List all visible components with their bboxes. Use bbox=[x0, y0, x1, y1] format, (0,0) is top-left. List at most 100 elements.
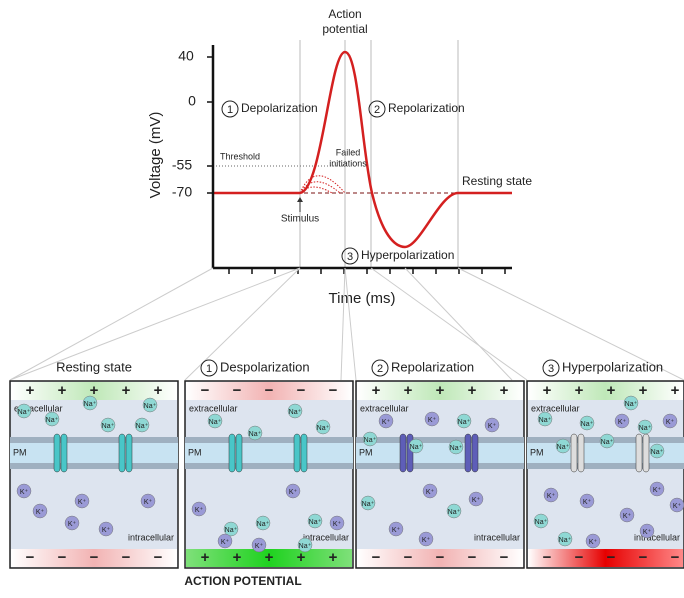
ion-label: Na⁺ bbox=[362, 501, 375, 508]
ion bbox=[360, 495, 376, 511]
ion-label: K⁺ bbox=[589, 539, 598, 546]
ion-label: K⁺ bbox=[195, 507, 204, 514]
panel-title: Repolarization bbox=[391, 359, 474, 374]
channel bbox=[60, 433, 68, 473]
ion bbox=[297, 537, 313, 553]
ion bbox=[388, 521, 404, 537]
channel bbox=[406, 433, 414, 473]
charge-sign: − bbox=[468, 549, 477, 566]
charge-sign: − bbox=[500, 549, 509, 566]
ion-label: K⁺ bbox=[20, 489, 29, 496]
ion-label: Na⁺ bbox=[601, 439, 614, 446]
channel bbox=[118, 433, 126, 473]
ion bbox=[285, 483, 301, 499]
ion bbox=[484, 417, 500, 433]
charge-sign: − bbox=[26, 549, 35, 566]
ion bbox=[599, 433, 615, 449]
ion-label: Na⁺ bbox=[289, 409, 302, 416]
ion-label: K⁺ bbox=[428, 417, 437, 424]
charge-sign: − bbox=[265, 382, 274, 399]
ion-label: K⁺ bbox=[666, 419, 675, 426]
region-label: intracellular bbox=[474, 532, 520, 542]
ion bbox=[456, 413, 472, 429]
charge-sign: − bbox=[607, 549, 616, 566]
charge-sign: + bbox=[154, 382, 163, 399]
y-tick-label: 40 bbox=[178, 48, 194, 64]
region-label: intracellular bbox=[303, 532, 349, 542]
charge-sign: − bbox=[58, 549, 67, 566]
annotation: Threshold bbox=[220, 151, 260, 161]
ion bbox=[16, 483, 32, 499]
ion bbox=[82, 395, 98, 411]
panel-bg bbox=[355, 380, 525, 569]
charge-sign: + bbox=[671, 382, 680, 399]
membrane-edge bbox=[10, 463, 178, 469]
ion bbox=[614, 413, 630, 429]
ion bbox=[662, 413, 678, 429]
pm-label: PM bbox=[359, 447, 373, 457]
ion-label: Na⁺ bbox=[225, 527, 238, 534]
charge-sign: − bbox=[122, 549, 131, 566]
ion-label: Na⁺ bbox=[249, 431, 262, 438]
ion bbox=[329, 515, 345, 531]
channel bbox=[300, 433, 308, 473]
charge-band bbox=[186, 382, 352, 400]
annotation: Failed bbox=[336, 147, 361, 157]
annotation: Stimulus bbox=[281, 214, 319, 225]
ion-label: Na⁺ bbox=[448, 509, 461, 516]
charge-sign: + bbox=[639, 382, 648, 399]
ion bbox=[16, 403, 32, 419]
ion bbox=[448, 439, 464, 455]
charge-sign: + bbox=[265, 549, 274, 566]
panel: 3 Hyperpolarization + − + − + − + − + − extracellula… bbox=[526, 359, 684, 569]
ion bbox=[207, 413, 223, 429]
ion bbox=[649, 481, 665, 497]
ion bbox=[32, 503, 48, 519]
ion bbox=[251, 537, 267, 553]
channel bbox=[399, 433, 407, 473]
charge-sign: + bbox=[58, 382, 67, 399]
ion-label: Na⁺ bbox=[364, 437, 377, 444]
charge-sign: + bbox=[26, 382, 35, 399]
channel bbox=[53, 433, 61, 473]
ion bbox=[537, 411, 553, 427]
charge-sign: + bbox=[372, 382, 381, 399]
ion-label: Na⁺ bbox=[257, 521, 270, 528]
channel bbox=[577, 433, 585, 473]
ion bbox=[555, 438, 571, 454]
charge-sign: + bbox=[122, 382, 131, 399]
ion-label: K⁺ bbox=[144, 499, 153, 506]
ion-label: Na⁺ bbox=[18, 409, 31, 416]
charge-sign: − bbox=[671, 549, 680, 566]
phase-label: Depolarization bbox=[241, 101, 318, 115]
channel bbox=[125, 433, 133, 473]
charge-sign: − bbox=[372, 549, 381, 566]
ion bbox=[64, 515, 80, 531]
membrane-edge bbox=[356, 437, 524, 443]
ion-label: K⁺ bbox=[68, 521, 77, 528]
ion-label: Na⁺ bbox=[639, 425, 652, 432]
ion-label: Na⁺ bbox=[410, 444, 423, 451]
ion-label: K⁺ bbox=[289, 489, 298, 496]
annotation: potential bbox=[322, 22, 367, 36]
ion bbox=[315, 419, 331, 435]
ion bbox=[649, 443, 665, 459]
channel bbox=[570, 433, 578, 473]
panel: Resting state + − + − + − + − + − extracellular intr… bbox=[9, 359, 179, 569]
membrane-edge bbox=[527, 463, 684, 469]
ion bbox=[637, 419, 653, 435]
ion-label: K⁺ bbox=[618, 419, 627, 426]
ion-label: K⁺ bbox=[643, 529, 652, 536]
charge-sign: + bbox=[297, 549, 306, 566]
ion-label: Na⁺ bbox=[539, 417, 552, 424]
charge-band bbox=[357, 382, 523, 400]
channel bbox=[228, 433, 236, 473]
charge-sign: + bbox=[543, 382, 552, 399]
charge-sign: + bbox=[233, 549, 242, 566]
charge-sign: + bbox=[500, 382, 509, 399]
ion bbox=[422, 483, 438, 499]
ion-label: K⁺ bbox=[255, 543, 264, 550]
panel-number: 2 bbox=[377, 363, 383, 375]
ion bbox=[619, 507, 635, 523]
